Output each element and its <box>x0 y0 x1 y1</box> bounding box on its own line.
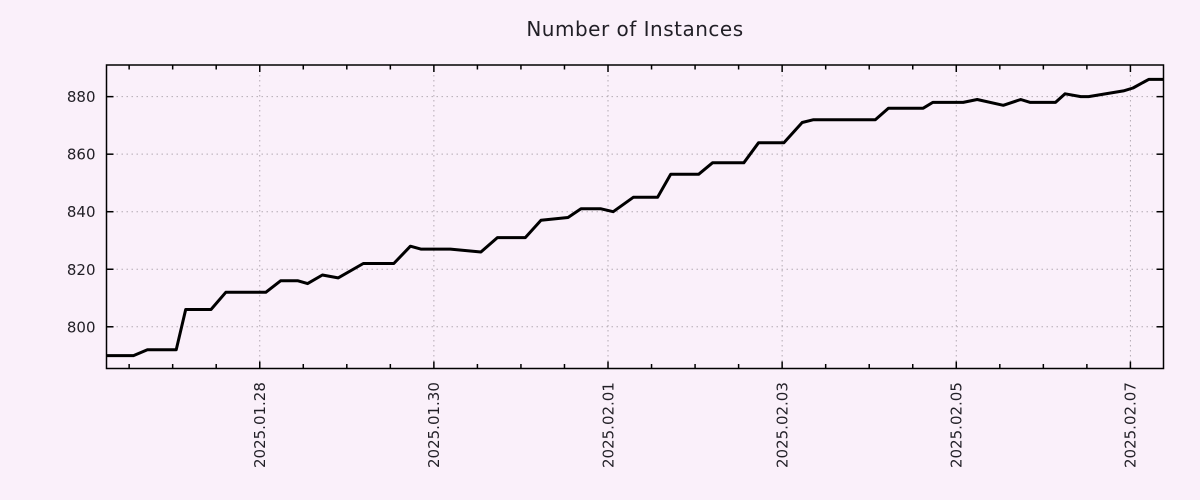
x-tick-label: 2025.02.01 <box>599 382 617 468</box>
plot-border <box>105 64 1165 370</box>
series-line-instances <box>106 77 1164 358</box>
x-tick-label: 2025.02.03 <box>773 382 791 468</box>
y-tick-label: 840 <box>67 203 96 221</box>
x-tick-label: 2025.02.05 <box>948 382 966 468</box>
x-tick-label: 2025.01.30 <box>425 382 443 468</box>
y-tick-label: 860 <box>67 146 96 164</box>
x-tick-label: 2025.02.07 <box>1122 382 1140 468</box>
x-tick-label: 2025.01.28 <box>251 382 269 468</box>
y-tick-label: 800 <box>67 318 96 336</box>
chart-title: Number of Instances <box>526 17 744 41</box>
y-tick-label: 820 <box>67 261 96 279</box>
y-tick-label: 880 <box>67 88 96 106</box>
